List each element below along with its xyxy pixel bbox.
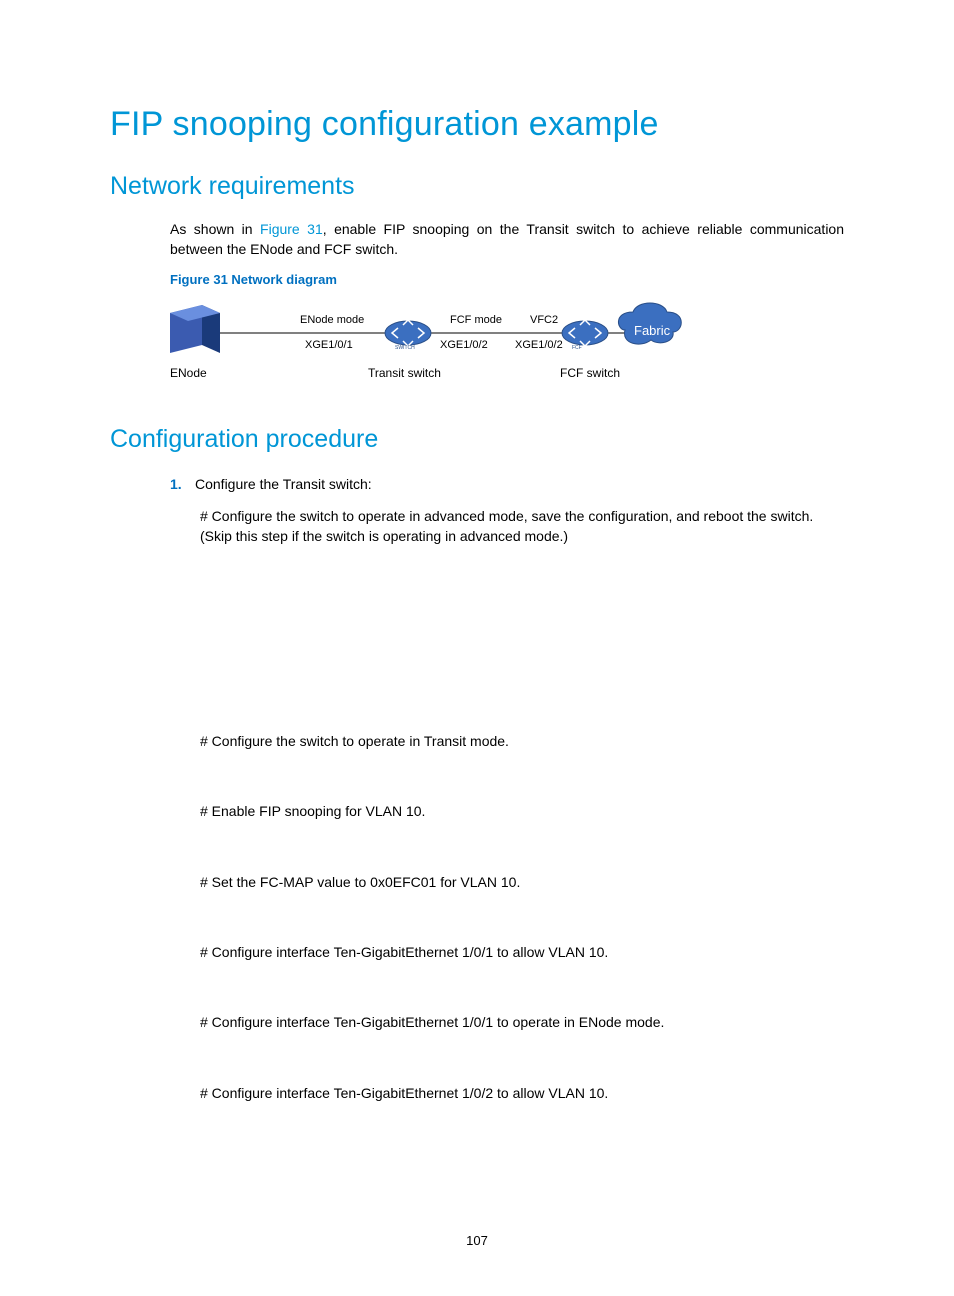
step-s3: # Enable FIP snooping for VLAN 10. [200,801,844,821]
enode-mode-label: ENode mode [300,314,364,326]
xge102-left-label: XGE1/0/2 [440,339,488,351]
procedure-step-1: 1. Configure the Transit switch: [170,476,844,492]
xge102-right-label: XGE1/0/2 [515,339,563,351]
step-s5: # Configure interface Ten-GigabitEtherne… [200,942,844,962]
step-s2: # Configure the switch to operate in Tra… [200,731,844,751]
fabric-label: Fabric [634,323,671,338]
page-title: FIP snooping configuration example [110,105,844,144]
vfc2-label: VFC2 [530,314,558,326]
page-number: 107 [0,1233,954,1248]
enode-label: ENode [170,366,207,380]
step-title: Configure the Transit switch: [195,476,844,492]
config-procedure-heading: Configuration procedure [110,425,844,454]
fcf-switch-icon: FCF [562,320,608,351]
network-requirements-heading: Network requirements [110,172,844,201]
step-number: 1. [170,476,195,492]
step-s7: # Configure interface Ten-GigabitEtherne… [200,1083,844,1103]
transit-switch-icon: SWITCH [385,320,431,351]
step-s6: # Configure interface Ten-GigabitEtherne… [200,1012,844,1032]
fcf-mode-label: FCF mode [450,314,502,326]
step-s1: # Configure the switch to operate in adv… [200,506,844,547]
fcf-label: FCF switch [560,366,620,380]
xge101-label: XGE1/0/1 [305,339,353,351]
figure-caption: Figure 31 Network diagram [170,272,844,287]
enode-icon [170,305,220,353]
intro-pre: As shown in [170,221,260,237]
svg-text:FCF: FCF [572,345,582,351]
transit-label: Transit switch [368,366,441,380]
fabric-cloud-icon: Fabric [618,303,681,344]
page: FIP snooping configuration example Netwo… [0,0,954,1296]
intro-paragraph: As shown in Figure 31, enable FIP snoopi… [170,219,844,260]
step-s4: # Set the FC-MAP value to 0x0EFC01 for V… [200,872,844,892]
network-diagram: ENode SWITCH Transit switch ENode mode X… [150,295,770,385]
figure-link[interactable]: Figure 31 [260,221,323,237]
svg-text:SWITCH: SWITCH [395,345,415,351]
